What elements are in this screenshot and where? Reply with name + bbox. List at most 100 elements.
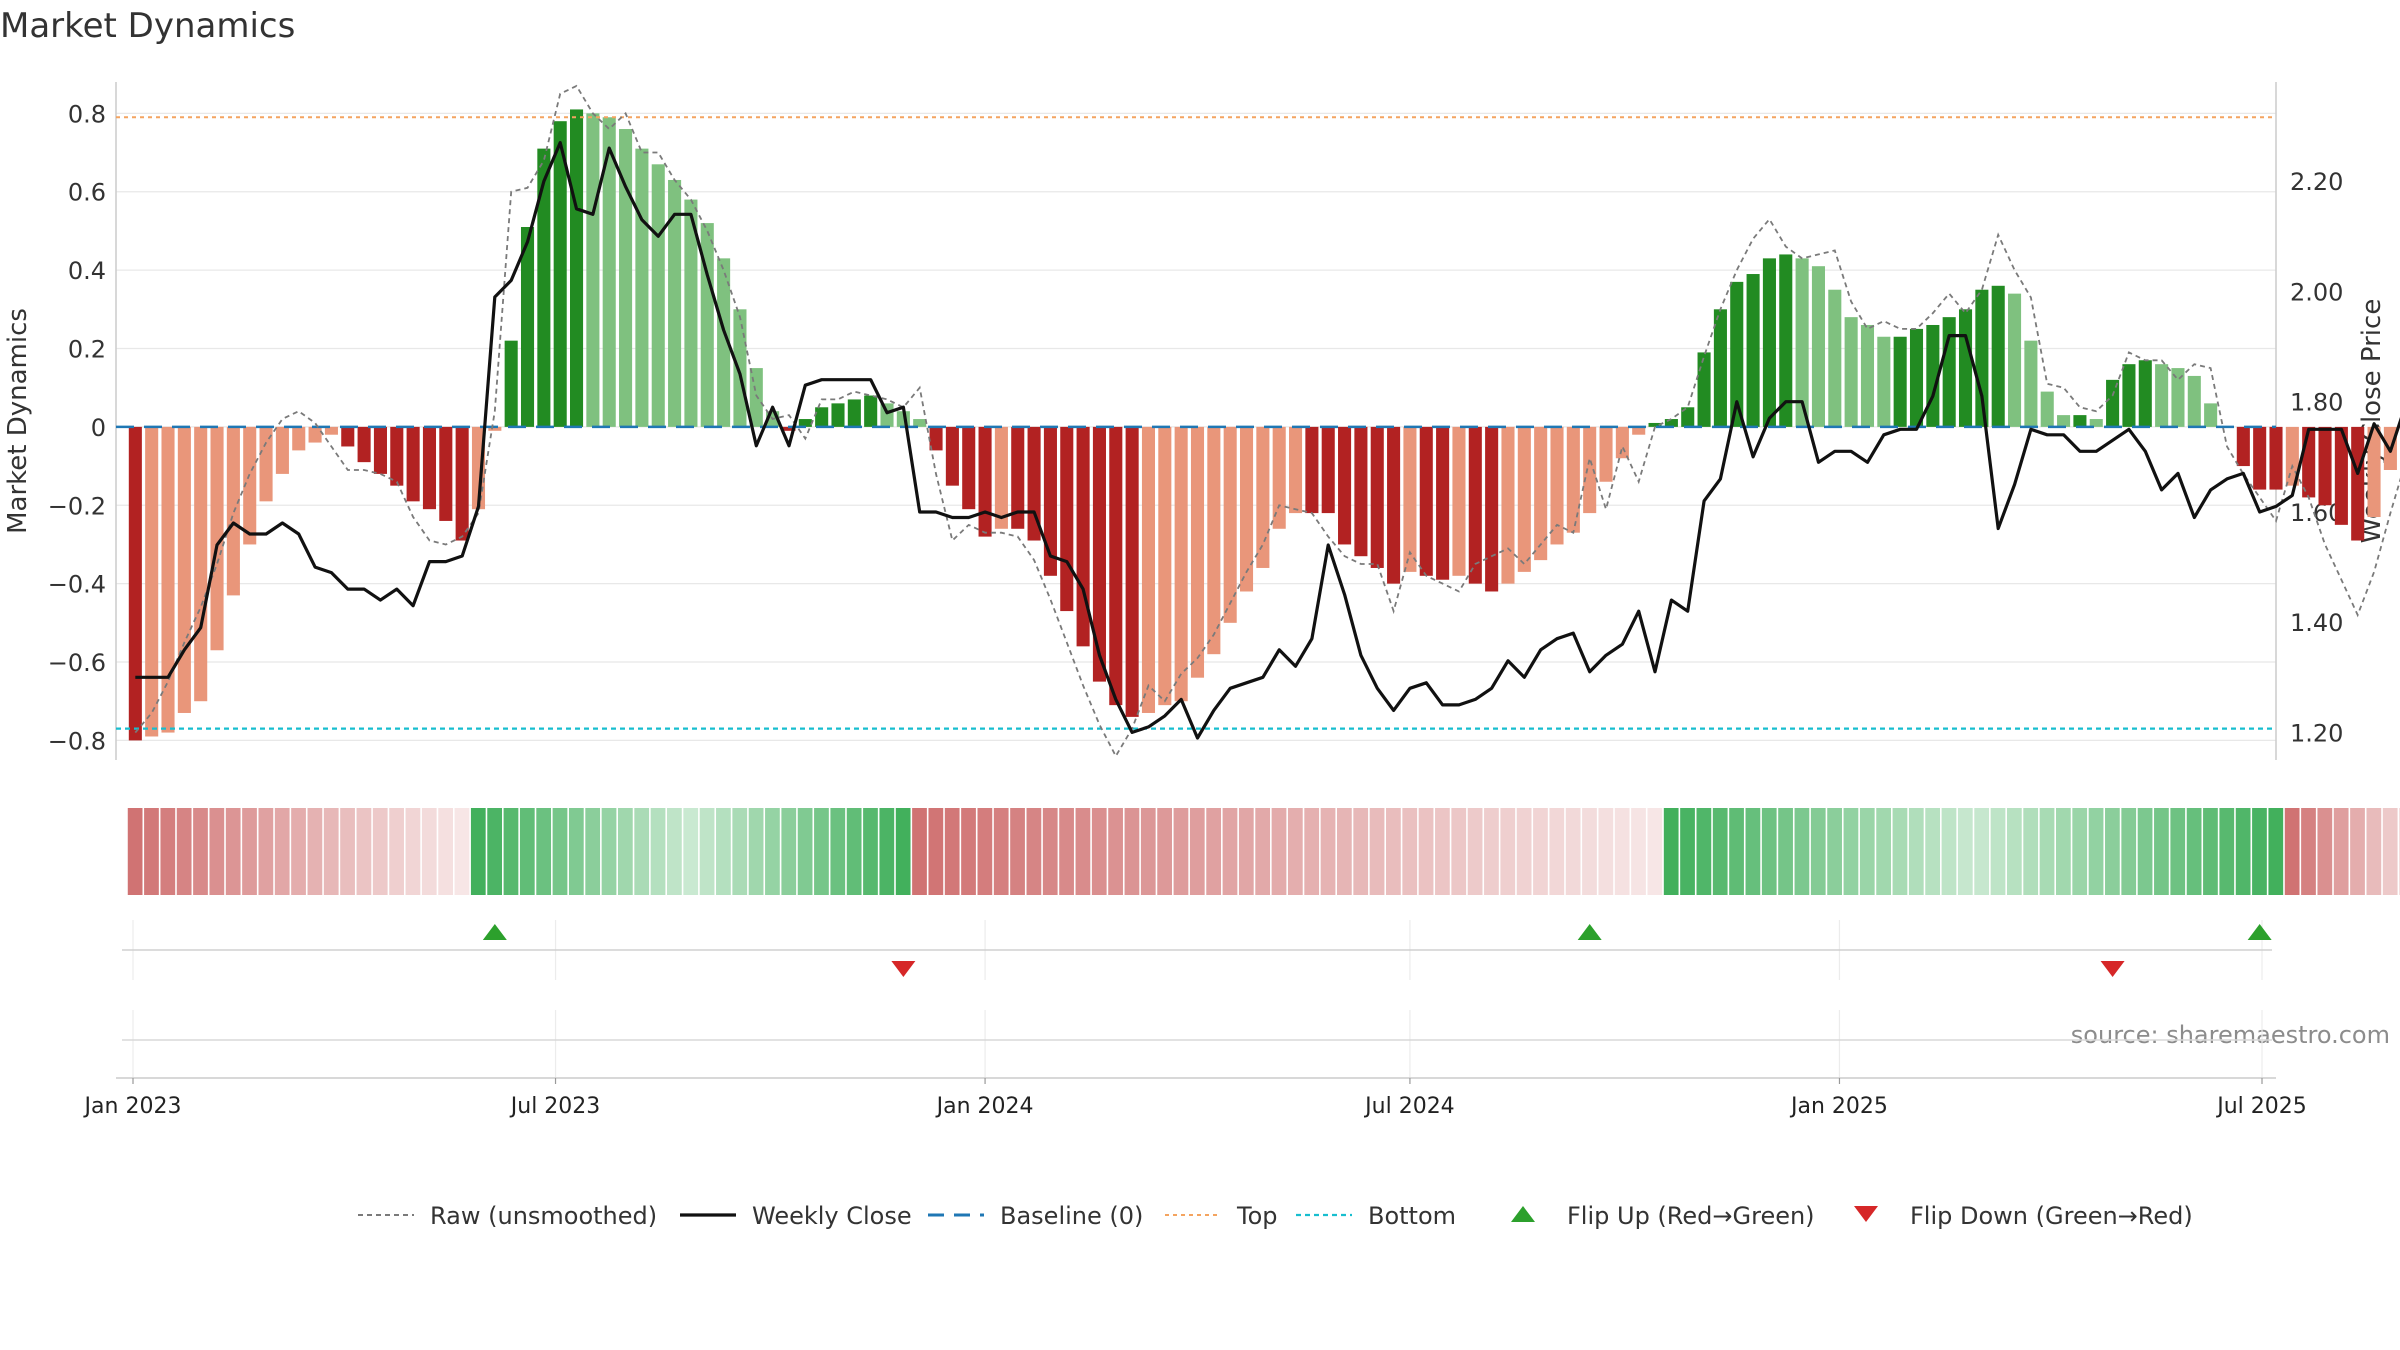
dynamics-bar [945,426,959,486]
regime-strip-cell [552,808,568,895]
regime-strip-cell [421,808,437,895]
dynamics-bar [1811,266,1825,427]
regime-strip-cell [1075,808,1091,895]
regime-strip-cell [389,808,404,895]
dynamics-bar [1599,426,1613,482]
regime-strip-cell [1108,808,1123,895]
dynamics-bar [831,403,845,427]
regime-strip-cell [1369,808,1385,895]
legend-label-baseline: Baseline (0) [1000,1202,1143,1230]
dynamics-bar [929,426,943,451]
dynamics-bar [1632,426,1646,435]
regime-strip [127,808,2400,895]
regime-strip-cell [1533,808,1548,895]
dynamics-bar [1060,426,1074,612]
regime-strip-cell [1843,808,1859,895]
dynamics-bar [422,426,437,510]
regime-strip-cell [928,808,944,895]
dynamics-bar [2253,426,2267,490]
dynamics-bar [1877,336,1891,427]
regime-strip-cell [1712,808,1728,895]
regime-strip-cell [1386,808,1401,895]
dynamics-bar [1223,426,1237,623]
dynamics-bar [700,223,714,427]
regime-strip-cell [176,808,192,895]
regime-strip-cell [2350,808,2365,895]
dynamics-bar [1615,426,1629,459]
y-right-tick-label: 1.80 [2290,389,2343,417]
regime-strip-cell [2121,808,2137,895]
regime-strip-cell [2219,808,2235,895]
y-right-tick-label: 2.00 [2290,278,2343,306]
dynamics-bar [815,407,829,427]
regime-strip-cell [1435,808,1450,895]
regime-strip-cell [242,808,257,895]
regime-strip-cell [127,808,143,895]
regime-strip-cell [258,808,274,895]
dynamics-bar [406,426,420,502]
dynamics-bar [1256,426,1270,568]
y-left-tick-label: 0.8 [68,100,106,128]
flip-markers-panel [122,920,2272,980]
dynamics-bar [1795,258,1809,427]
dynamics-bar [2269,426,2283,490]
regime-strip-cell [438,808,453,895]
dynamics-bar [570,109,584,427]
legend-label-top: Top [1236,1202,1278,1230]
main-panel: 0.8 0.6 0.4 0.2 0 −0.2 −0.4 −0.6 −0.8 2.20 2.00 1.8… [48,82,2400,760]
y-left-tick-label: 0 [91,414,106,442]
dynamics-bar [2040,391,2054,427]
legend-label-raw: Raw (unsmoothed) [430,1202,657,1230]
regime-strip-cell [814,808,829,895]
flip-up-marker [2247,924,2272,940]
regime-strip-cell [470,808,486,895]
regime-strip-cell [2268,808,2284,895]
dynamics-bar [798,419,812,427]
regime-strip-cell [1287,808,1303,895]
regime-strip-cell [1680,808,1695,895]
regime-strip-cell [1189,808,1205,895]
dynamics-bar [161,426,175,733]
regime-strip-cell [699,808,715,895]
regime-strip-cell [1336,808,1352,895]
dynamics-bar [1893,336,1907,427]
regime-strip-cell [1271,808,1287,895]
regime-strip-cell [765,808,780,895]
regime-strip-cell [1598,808,1614,895]
regime-strip-cell [1320,808,1336,895]
legend-swatch-flip_down [1854,1206,1878,1222]
regime-strip-cell [160,808,176,895]
dynamics-bar [128,426,142,741]
weekly-close-line [135,141,2400,740]
dynamics-bar [553,121,567,427]
dynamics-bar [1452,426,1466,576]
regime-strip-cell [797,808,813,895]
y-right-tick-label: 2.20 [2290,168,2343,196]
dynamics-bar [913,419,927,427]
dynamics-bar [1190,426,1205,678]
regime-strip-cell [519,808,535,895]
regime-strip-cell [1957,808,1973,895]
regime-strip-cell [2186,808,2202,895]
dynamics-bar [1354,426,1368,557]
regime-strip-cell [503,808,519,895]
dynamics-bar [1485,426,1499,592]
dynamics-bar [978,426,992,537]
regime-strip-cell [1500,808,1516,895]
dynamics-bar [1746,274,1760,427]
legend-label-flip_up: Flip Up (Red→Green) [1567,1202,1815,1230]
dynamics-bar [1174,426,1188,702]
dynamics-bar [488,426,502,431]
dynamics-bar [1109,426,1123,706]
regime-strip-cell [1778,808,1793,895]
regime-strip-cell [536,808,552,895]
dynamics-bar [1043,426,1057,576]
regime-strip-cell [1467,808,1483,895]
dynamics-bar [1909,328,1924,427]
regime-strip-cell [1974,808,1990,895]
regime-strip-cell [1140,808,1156,895]
dynamics-bar [1713,309,1727,427]
chart-title: Market Dynamics [0,6,295,46]
dynamics-bar [292,426,306,451]
regime-strip-cell [1059,808,1074,895]
